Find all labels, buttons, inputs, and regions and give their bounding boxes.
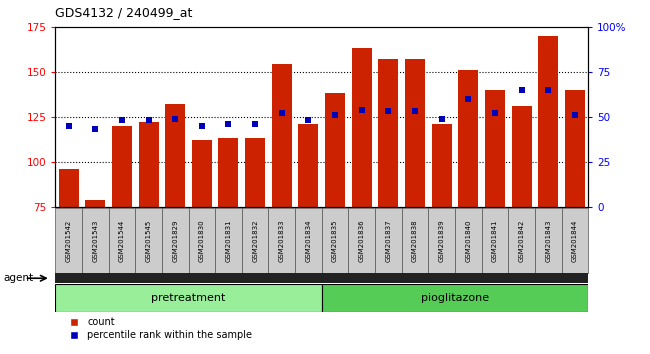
Bar: [82, 208, 109, 273]
Bar: [535, 208, 562, 273]
Bar: [295, 208, 322, 273]
Bar: [268, 208, 295, 273]
Text: GSM201834: GSM201834: [306, 219, 311, 262]
Bar: [405, 59, 425, 207]
Text: GSM201544: GSM201544: [119, 219, 125, 262]
Bar: [562, 208, 588, 273]
Bar: [55, 284, 322, 312]
Text: GSM201844: GSM201844: [572, 219, 578, 262]
Bar: [508, 208, 535, 273]
Bar: [428, 208, 455, 273]
Text: GSM201833: GSM201833: [279, 219, 285, 262]
Text: GSM201838: GSM201838: [412, 219, 418, 262]
Bar: [538, 36, 558, 207]
Bar: [325, 93, 345, 207]
Text: GSM201543: GSM201543: [92, 219, 98, 262]
Bar: [322, 284, 588, 312]
Bar: [322, 208, 348, 273]
Bar: [432, 124, 452, 207]
Bar: [245, 138, 265, 207]
Text: GSM201830: GSM201830: [199, 219, 205, 262]
Bar: [109, 208, 135, 273]
Text: GSM201542: GSM201542: [66, 219, 72, 262]
Bar: [378, 59, 398, 207]
Text: GSM201839: GSM201839: [439, 219, 445, 262]
Bar: [272, 64, 292, 207]
Text: GSM201843: GSM201843: [545, 219, 551, 262]
Text: GDS4132 / 240499_at: GDS4132 / 240499_at: [55, 6, 192, 19]
Bar: [482, 208, 508, 273]
Bar: [165, 104, 185, 207]
Bar: [135, 208, 162, 273]
Bar: [565, 90, 585, 207]
Text: GSM201545: GSM201545: [146, 219, 151, 262]
Bar: [188, 208, 215, 273]
Legend: count, percentile rank within the sample: count, percentile rank within the sample: [60, 313, 256, 344]
Bar: [458, 70, 478, 207]
Text: GSM201842: GSM201842: [519, 219, 525, 262]
Text: GSM201831: GSM201831: [226, 219, 231, 262]
Bar: [218, 138, 239, 207]
Text: GSM201832: GSM201832: [252, 219, 258, 262]
Text: GSM201829: GSM201829: [172, 219, 178, 262]
Bar: [512, 106, 532, 207]
Bar: [215, 208, 242, 273]
Bar: [455, 208, 482, 273]
Bar: [55, 208, 82, 273]
Bar: [485, 90, 505, 207]
Bar: [348, 208, 375, 273]
Bar: [112, 126, 132, 207]
Text: agent: agent: [3, 273, 33, 283]
Bar: [352, 48, 372, 207]
Bar: [138, 122, 159, 207]
Bar: [375, 208, 402, 273]
Text: GSM201835: GSM201835: [332, 219, 338, 262]
Text: GSM201841: GSM201841: [492, 219, 498, 262]
Bar: [58, 169, 79, 207]
Text: GSM201837: GSM201837: [385, 219, 391, 262]
Text: pretreatment: pretreatment: [151, 293, 226, 303]
Bar: [162, 208, 188, 273]
Bar: [85, 200, 105, 207]
Text: pioglitazone: pioglitazone: [421, 293, 489, 303]
Text: GSM201840: GSM201840: [465, 219, 471, 262]
Bar: [298, 124, 318, 207]
Bar: [242, 208, 268, 273]
Bar: [192, 140, 212, 207]
Text: GSM201836: GSM201836: [359, 219, 365, 262]
Bar: [402, 208, 428, 273]
